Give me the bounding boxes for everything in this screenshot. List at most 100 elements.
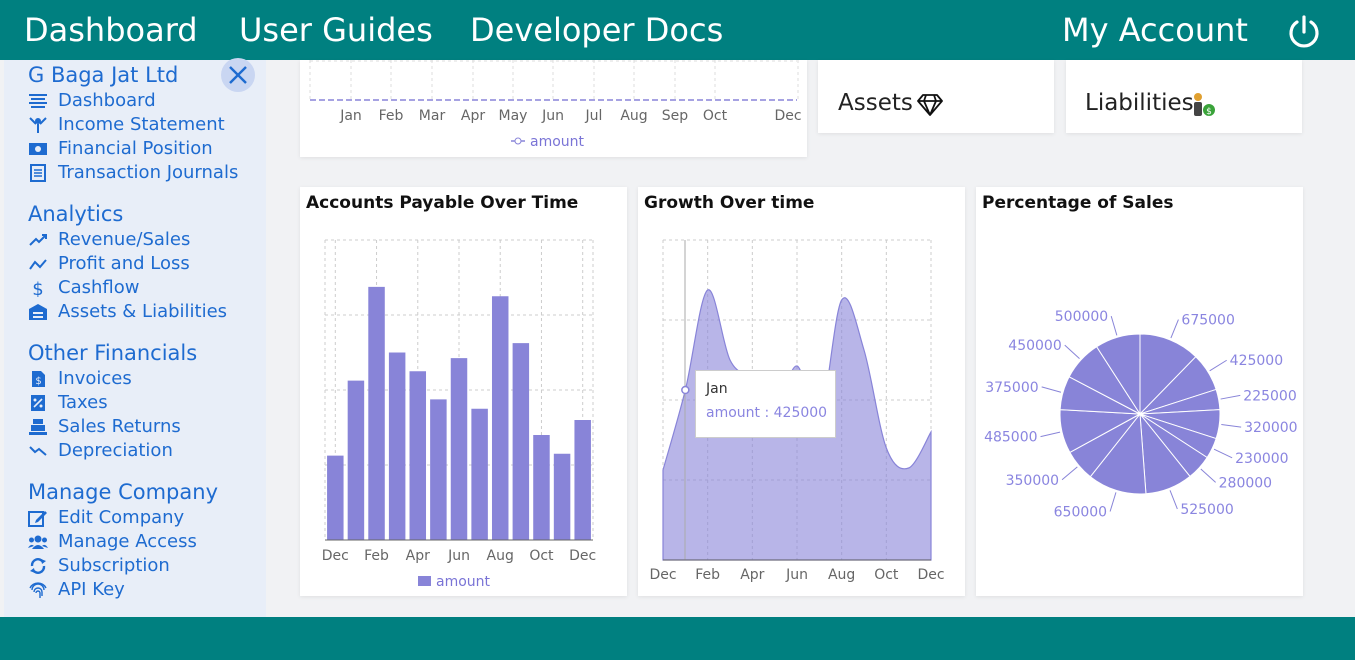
assets-label: Assets: [838, 90, 913, 116]
sidebar-item-taxes[interactable]: Taxes: [28, 391, 258, 415]
sidebar-item-label: Depreciation: [58, 440, 173, 461]
accounts-payable-card: Accounts Payable Over Time Dec Feb Apr Jun A…: [300, 187, 627, 596]
bar-chart-ticks: Dec Feb Apr Jun Aug Oct Dec: [322, 548, 596, 564]
sidebar-item-manage-access[interactable]: Manage Access: [28, 530, 258, 554]
sidebar-item-label: Edit Company: [58, 507, 185, 528]
sidebar-item-dashboard[interactable]: Dashboard: [28, 89, 258, 113]
liabilities-label: Liabilities: [1085, 90, 1194, 116]
bar[interactable]: [409, 371, 427, 540]
assets-card[interactable]: Assets: [818, 60, 1054, 133]
pie-slice[interactable]: [1139, 333, 1197, 416]
pie-value-label: 500000: [1055, 309, 1108, 325]
sidebar-item-transaction-journals[interactable]: Transaction Journals: [28, 161, 258, 185]
bar[interactable]: [327, 455, 344, 540]
bar[interactable]: [574, 420, 591, 540]
sidebar-item-income-statement[interactable]: Income Statement: [28, 113, 258, 137]
pie-value-label: 675000: [1181, 313, 1234, 329]
bar[interactable]: [533, 435, 550, 540]
bar-chart-legend: amount: [418, 574, 491, 590]
bar[interactable]: [491, 296, 509, 540]
sidebar-item-cashflow[interactable]: $ Cashflow: [28, 276, 258, 300]
nav-my-account[interactable]: My Account: [1062, 11, 1248, 49]
area-chart-ticks: Dec Feb Apr Jun Aug Oct Dec: [649, 567, 944, 583]
sidebar-item-subscription[interactable]: Subscription: [28, 554, 258, 578]
company-name: G Baga Jat Ltd: [28, 63, 179, 87]
x-tick-label: Jun: [447, 548, 470, 564]
bar[interactable]: [512, 343, 530, 540]
pie-slices: [1059, 333, 1221, 495]
chart-tooltip: Jan amount : 425000: [695, 370, 836, 438]
sidebar-item-label: Assets & Liabilities: [58, 301, 228, 322]
sidebar-item-invoices[interactable]: $ Invoices: [28, 367, 258, 391]
bar[interactable]: [450, 358, 468, 540]
bar[interactable]: [430, 399, 447, 540]
x-tick-label: Jul: [585, 108, 603, 124]
pie-value-label: 485000: [984, 430, 1037, 446]
pie-value-label: 650000: [1054, 505, 1107, 521]
edit-icon: [28, 511, 47, 527]
pie-value-label: 225000: [1243, 388, 1296, 404]
top-chart-grid: [309, 60, 799, 100]
sidebar-item-assets-liabilities[interactable]: Assets & Liabilities: [28, 300, 258, 324]
sidebar-item-label: Transaction Journals: [58, 162, 239, 183]
sidebar-item-api-key[interactable]: API Key: [28, 578, 258, 602]
pie-label-line: [1041, 386, 1062, 393]
sidebar-item-label: Dashboard: [58, 90, 156, 111]
pie-label-line: [1109, 492, 1117, 512]
invoice-icon: $: [32, 371, 45, 387]
svg-text:$: $: [32, 279, 43, 297]
sidebar-item-label: Profit and Loss: [58, 253, 190, 274]
trend-up-icon: [29, 234, 47, 246]
register-icon: [29, 419, 47, 435]
bar[interactable]: [388, 352, 406, 541]
footer-bar: [0, 617, 1355, 660]
tooltip-value: amount : 425000: [706, 405, 828, 421]
nav-dashboard[interactable]: Dashboard: [24, 11, 198, 49]
refresh-icon: [30, 558, 46, 574]
nav-user-guides[interactable]: User Guides: [239, 11, 433, 49]
power-icon[interactable]: [1286, 14, 1322, 50]
close-sidebar-button[interactable]: [221, 58, 255, 92]
sidebar-item-revenue-sales[interactable]: Revenue/Sales: [28, 228, 258, 252]
bar[interactable]: [471, 408, 488, 540]
x-tick-label: Jun: [785, 567, 808, 583]
percentage-sales-title: Percentage of Sales: [982, 193, 1174, 213]
x-tick-label: Apr: [406, 548, 430, 564]
sidebar-item-profit-and-loss[interactable]: Profit and Loss: [28, 252, 258, 276]
liabilities-card[interactable]: Liabilities $: [1066, 60, 1302, 133]
dashboard-icon: [29, 94, 47, 108]
pie-value-label: 280000: [1219, 475, 1272, 491]
x-tick-label: Apr: [461, 108, 485, 124]
svg-text:$: $: [1206, 107, 1212, 117]
sidebar-item-depreciation[interactable]: Depreciation: [28, 439, 258, 463]
top-chart-ticks: Jan Feb Mar Apr May Jun Jul Aug Sep Oct Dec: [339, 108, 801, 124]
pie-value-label: 375000: [985, 380, 1038, 396]
x-tick-label: Aug: [487, 548, 514, 564]
fingerprint-icon: [29, 582, 47, 598]
pie-value-label: 425000: [1230, 353, 1283, 369]
growth-title: Growth Over time: [644, 193, 815, 213]
nav-developer-docs[interactable]: Developer Docs: [470, 11, 724, 49]
x-tick-label: Aug: [828, 567, 855, 583]
person-money-icon: $: [1194, 93, 1215, 117]
bar[interactable]: [553, 453, 571, 540]
sidebar-item-edit-company[interactable]: Edit Company: [28, 506, 258, 530]
top-navbar: Dashboard User Guides Developer Docs My …: [0, 0, 1355, 60]
top-line-chart-card: Jan Feb Mar Apr May Jun Jul Aug Sep Oct Dec amount: [300, 60, 807, 157]
x-tick-label: Feb: [364, 548, 389, 564]
legend-label: amount: [530, 134, 585, 150]
legend-swatch: [418, 576, 431, 586]
sidebar-item-financial-position[interactable]: Financial Position: [28, 137, 258, 161]
sidebar-item-label: Revenue/Sales: [58, 229, 191, 250]
pie-label-line: [1064, 344, 1080, 360]
sidebar-item-sales-returns[interactable]: Sales Returns: [28, 415, 258, 439]
diamond-icon: [917, 94, 943, 116]
bar[interactable]: [368, 286, 385, 540]
x-tick-label: Feb: [695, 567, 720, 583]
pie-label-line: [1209, 359, 1227, 372]
legend-marker: [514, 137, 522, 145]
pie-slice[interactable]: [1095, 333, 1141, 416]
growth-card: Growth Over time Dec Feb Apr Jun Aug Oct Dec J…: [638, 187, 965, 596]
sidebar-item-label: Sales Returns: [58, 416, 181, 437]
bar[interactable]: [347, 380, 365, 540]
